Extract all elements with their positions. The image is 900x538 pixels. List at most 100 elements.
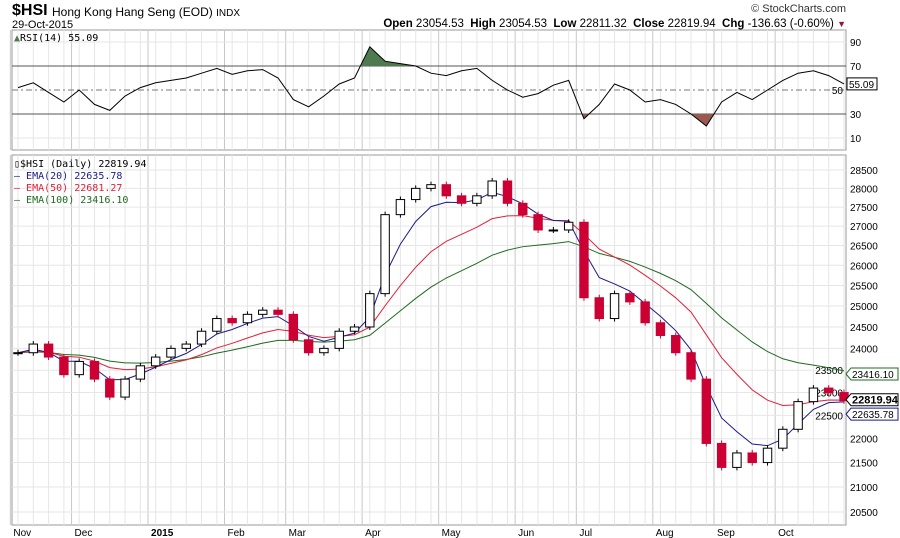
candle: [258, 309, 268, 315]
price-tick-label: 27500: [850, 203, 878, 214]
candle: [502, 180, 513, 204]
candle: [242, 313, 253, 324]
instrument-name: Hong Kong Hang Seng (EOD): [52, 5, 213, 19]
price-tick-label: 27000: [850, 222, 878, 233]
x-tick-label: Nov: [13, 528, 31, 538]
legend-ema100: — EMA(100) 23416.10: [14, 195, 129, 206]
price-tick-label: 20500: [850, 508, 878, 519]
high-value: 23054.53: [499, 18, 548, 30]
price-tick-label: 24500: [850, 323, 878, 334]
rsi-line: [17, 45, 845, 127]
candle: [747, 452, 757, 464]
candle: [609, 293, 620, 320]
candle: [426, 184, 436, 189]
candle: [732, 452, 742, 468]
candle: [472, 195, 482, 204]
candle: [120, 378, 130, 398]
legend-ema20: — EMA(20) 22635.78: [14, 171, 123, 182]
x-tick-label: Oct: [778, 528, 794, 538]
candle: [74, 360, 84, 376]
open-label: Open: [383, 18, 413, 30]
candle: [13, 352, 23, 355]
close-value-label: 22819.94: [852, 395, 899, 407]
price-tick-label: 22500: [815, 411, 843, 422]
candle: [212, 318, 222, 332]
price-tick-label: 26000: [850, 261, 878, 272]
ema20-value-label: 22635.78: [852, 410, 894, 421]
close-value: 22819.94: [667, 18, 716, 30]
chg-value: -136.63 (-0.60%): [747, 18, 834, 30]
close-value-tag: [845, 393, 899, 407]
symbol: $HSI: [12, 2, 48, 19]
price-panel: [11, 154, 847, 526]
candle: [273, 309, 283, 315]
candle: [288, 313, 299, 341]
candle: [395, 199, 406, 216]
price-tick-label: 25500: [850, 281, 878, 292]
chg-label: Chg: [722, 18, 745, 30]
candle: [150, 356, 161, 367]
x-tick-label: Aug: [656, 528, 674, 538]
rsi-tick-label: 10: [850, 134, 862, 145]
candle: [441, 184, 452, 197]
rsi-value-label: 55.09: [849, 80, 874, 91]
candle: [579, 221, 589, 299]
price-tick-label: 25000: [850, 302, 878, 313]
candle: [548, 229, 559, 232]
title: Hong Kong Hang Seng (EOD) INDX: [52, 5, 240, 19]
x-tick-label: 2015: [151, 528, 174, 538]
x-tick-label: Feb: [228, 528, 246, 538]
price-tick-label: 28500: [850, 166, 878, 177]
price-tick-label: 23000: [815, 389, 843, 400]
candle: [625, 293, 635, 303]
candle: [365, 293, 375, 328]
rsi-value-tag: [846, 77, 878, 91]
candle: [778, 428, 788, 449]
exchange: INDX: [216, 8, 241, 19]
price-tick-label: 26500: [850, 242, 878, 253]
candle: [59, 356, 69, 376]
candle: [594, 297, 604, 320]
price-tick-label: 24000: [850, 344, 878, 355]
candle: [319, 347, 329, 354]
ema20-value-tag: [845, 407, 899, 421]
candle: [563, 221, 574, 231]
candle: [43, 343, 54, 358]
candle: [640, 301, 650, 324]
candle: [716, 442, 727, 468]
candle-icon: ▯: [14, 159, 21, 170]
candle: [105, 378, 115, 398]
candle: [181, 343, 191, 349]
candle: [89, 360, 100, 380]
x-tick-label: Mar: [289, 528, 307, 538]
ema100-value-tag: [845, 367, 899, 381]
candle: [227, 318, 237, 324]
price-tick-label: 23500: [815, 366, 843, 377]
price-legend: ▯$HSI (Daily) 22819.94 — EMA(20) 22635.7…: [14, 159, 146, 207]
candle: [686, 352, 696, 380]
rsi-tick-label: 90: [850, 38, 862, 49]
legend-ema50: — EMA(50) 22681.27: [14, 183, 123, 194]
candle: [533, 214, 543, 231]
down-arrow-icon: ▼: [837, 19, 846, 29]
price-tick-label: 22000: [850, 435, 878, 446]
x-tick-label: Dec: [75, 528, 93, 538]
candle: [762, 447, 773, 464]
x-tick-label: Jul: [579, 528, 592, 538]
close-label: Close: [633, 18, 665, 30]
candle: [456, 195, 467, 204]
rsi-legend: ▲RSI(14) 55.09: [14, 33, 98, 44]
candle: [349, 326, 360, 332]
candle: [303, 339, 314, 354]
rsi-icon: ▲: [14, 33, 21, 44]
low-label: Low: [553, 18, 577, 30]
ohlc-summary: Open 23054.53 High 23054.53 Low 22811.32…: [383, 18, 846, 30]
rsi-legend-text: RSI(14) 55.09: [20, 33, 99, 44]
open-value: 23054.53: [415, 18, 464, 30]
candle: [823, 387, 834, 394]
candle: [793, 401, 803, 430]
watermark: © StockCharts.com: [751, 3, 846, 15]
candle: [518, 202, 528, 216]
candle: [334, 330, 344, 349]
